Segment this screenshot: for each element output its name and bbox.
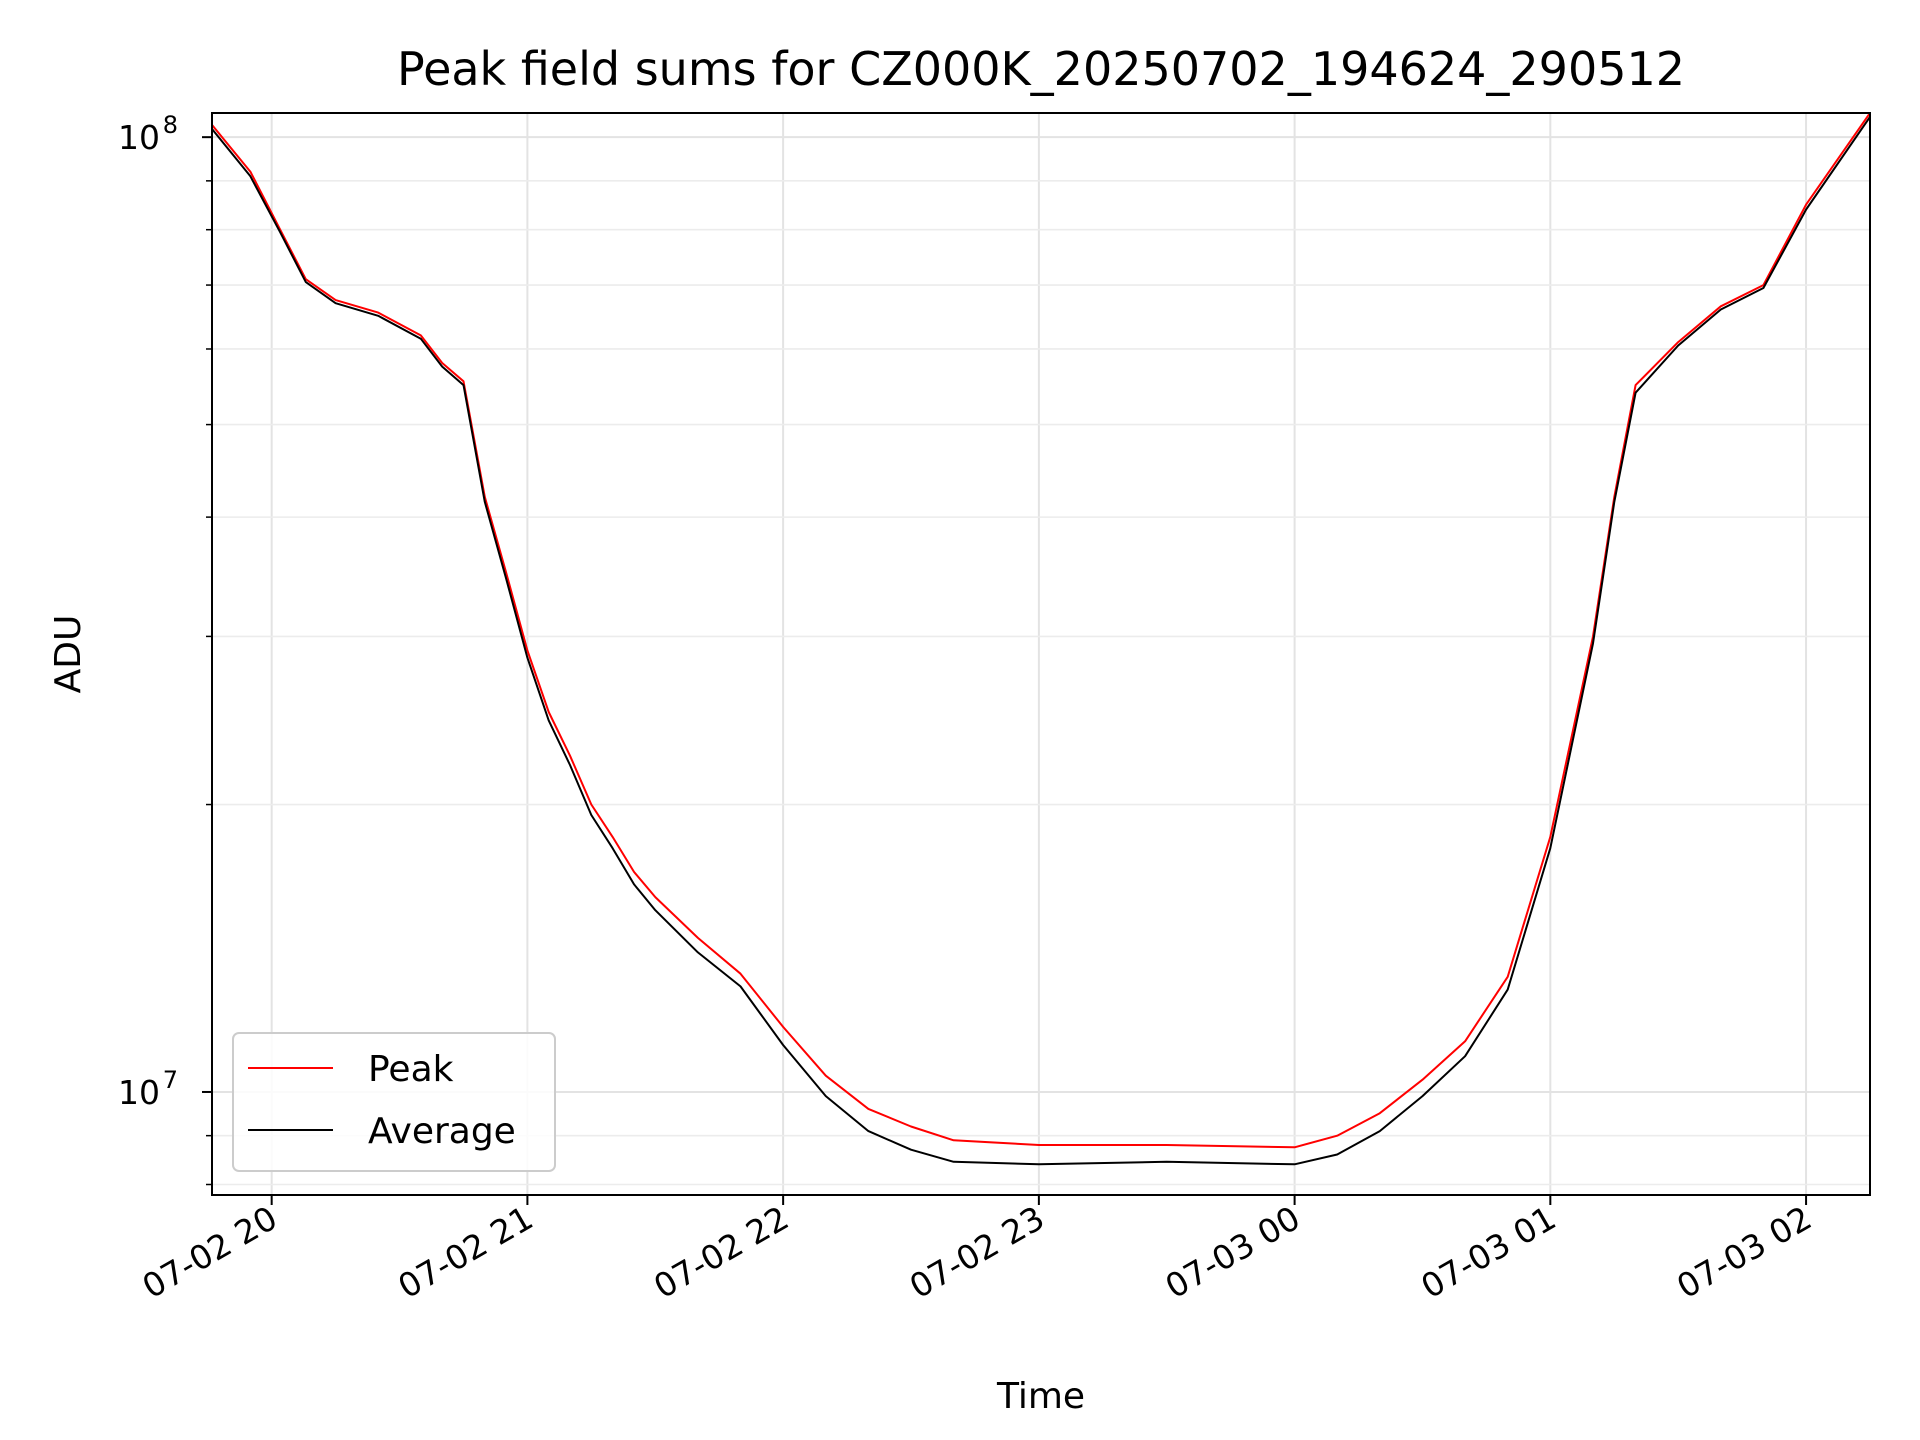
y-tick-label: 10 xyxy=(118,1073,160,1112)
x-axis-label: Time xyxy=(996,1376,1085,1417)
y-tick-label-exponent: 8 xyxy=(163,111,178,139)
series-line-average xyxy=(211,116,1871,1166)
series-layer xyxy=(211,112,1871,1166)
chart-title: Peak field sums for CZ000K_20250702_1946… xyxy=(397,42,1685,96)
legend-label-peak: Peak xyxy=(368,1049,454,1090)
legend: Peak Average xyxy=(232,1032,556,1172)
y-tick-label: 10 xyxy=(118,118,160,157)
y-tick-label-exponent: 7 xyxy=(163,1066,178,1094)
legend-label-average: Average xyxy=(368,1111,516,1152)
y-axis-label: ADU xyxy=(48,615,89,694)
plot-frame xyxy=(211,112,1871,1196)
